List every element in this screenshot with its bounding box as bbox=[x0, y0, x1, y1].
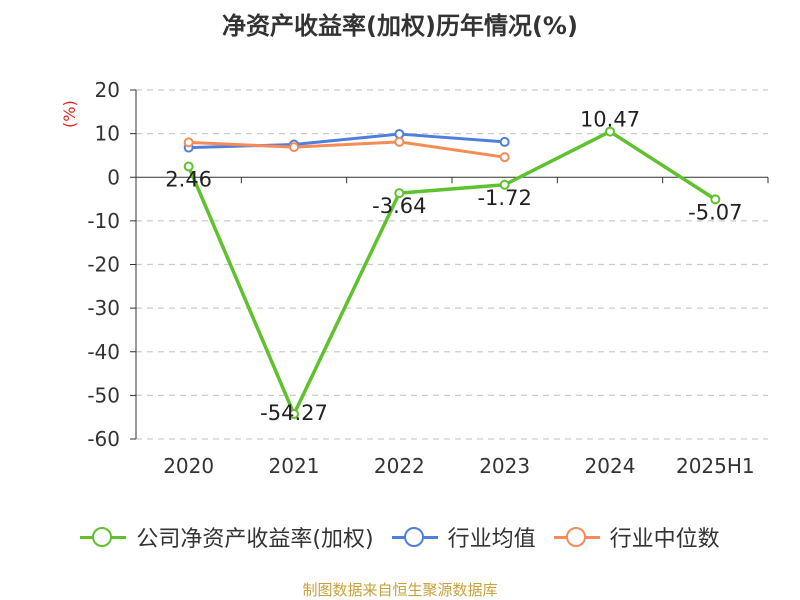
legend-label-industry-mean: 行业均值 bbox=[447, 527, 536, 552]
x-tick-label: 2021 bbox=[269, 454, 320, 478]
x-tick-label: 2020 bbox=[163, 454, 214, 478]
data-point bbox=[605, 126, 615, 137]
data-label: -54.27 bbox=[260, 401, 328, 425]
legend-item-industry-mean[interactable]: 行业均值 bbox=[391, 521, 536, 553]
data-label: -1.72 bbox=[477, 186, 531, 210]
legend-marker-industry-median bbox=[553, 527, 600, 547]
y-tick-label: -50 bbox=[87, 383, 120, 407]
data-point bbox=[499, 136, 510, 147]
x-tick-label: 2022 bbox=[374, 454, 425, 478]
data-point bbox=[499, 152, 510, 163]
legend-marker-company bbox=[80, 527, 127, 547]
y-tick-label: 20 bbox=[95, 78, 120, 102]
data-point bbox=[394, 188, 405, 199]
series-lines bbox=[187, 129, 717, 416]
data-points bbox=[183, 126, 721, 420]
y-tick-label: -30 bbox=[87, 296, 120, 320]
data-point bbox=[710, 194, 721, 205]
series-line bbox=[187, 129, 717, 416]
y-tick-label: -40 bbox=[87, 340, 120, 364]
y-tick-label: -20 bbox=[87, 253, 120, 277]
data-point bbox=[499, 179, 510, 190]
y-tick-label: -60 bbox=[87, 427, 120, 451]
chart-title: 净资产收益率(加权)历年情况(%) bbox=[222, 12, 578, 40]
legend: 公司净资产收益率(加权) 行业均值 行业中位数 bbox=[0, 521, 800, 553]
data-source-note: 制图数据来自恒生聚源数据库 bbox=[302, 581, 498, 599]
x-tick-label: 2024 bbox=[585, 454, 636, 478]
x-tick-label: 2025H1 bbox=[676, 454, 755, 478]
x-tick-label: 2023 bbox=[479, 454, 530, 478]
legend-label-company: 公司净资产收益率(加权) bbox=[136, 527, 374, 552]
y-tick-label: 0 bbox=[107, 165, 120, 189]
data-point bbox=[183, 137, 194, 148]
data-label: 10.47 bbox=[580, 108, 640, 132]
data-point bbox=[394, 129, 405, 140]
axes: 20 10 0 -10 -20 -30 -40 -50 -60 2020 2021 2022 2023 2… bbox=[87, 78, 769, 478]
y-tick-label: 10 bbox=[95, 122, 120, 146]
legend-item-company[interactable]: 公司净资产收益率(加权) bbox=[80, 521, 374, 553]
legend-marker-industry-mean bbox=[391, 527, 438, 547]
data-point bbox=[183, 161, 194, 172]
data-point bbox=[289, 409, 299, 420]
y-tick-label: -10 bbox=[87, 209, 120, 233]
legend-item-industry-median[interactable]: 行业中位数 bbox=[553, 521, 720, 553]
data-labels: 2.46 -54.27 -3.64 -1.72 10.47 -5.07 bbox=[165, 108, 742, 425]
data-label: -3.64 bbox=[372, 194, 426, 218]
data-label: 2.46 bbox=[165, 168, 212, 192]
data-point bbox=[289, 142, 299, 153]
series-line bbox=[188, 140, 505, 159]
data-label: -5.07 bbox=[688, 200, 742, 224]
legend-label-industry-median: 行业中位数 bbox=[609, 527, 720, 552]
data-point bbox=[394, 136, 405, 147]
